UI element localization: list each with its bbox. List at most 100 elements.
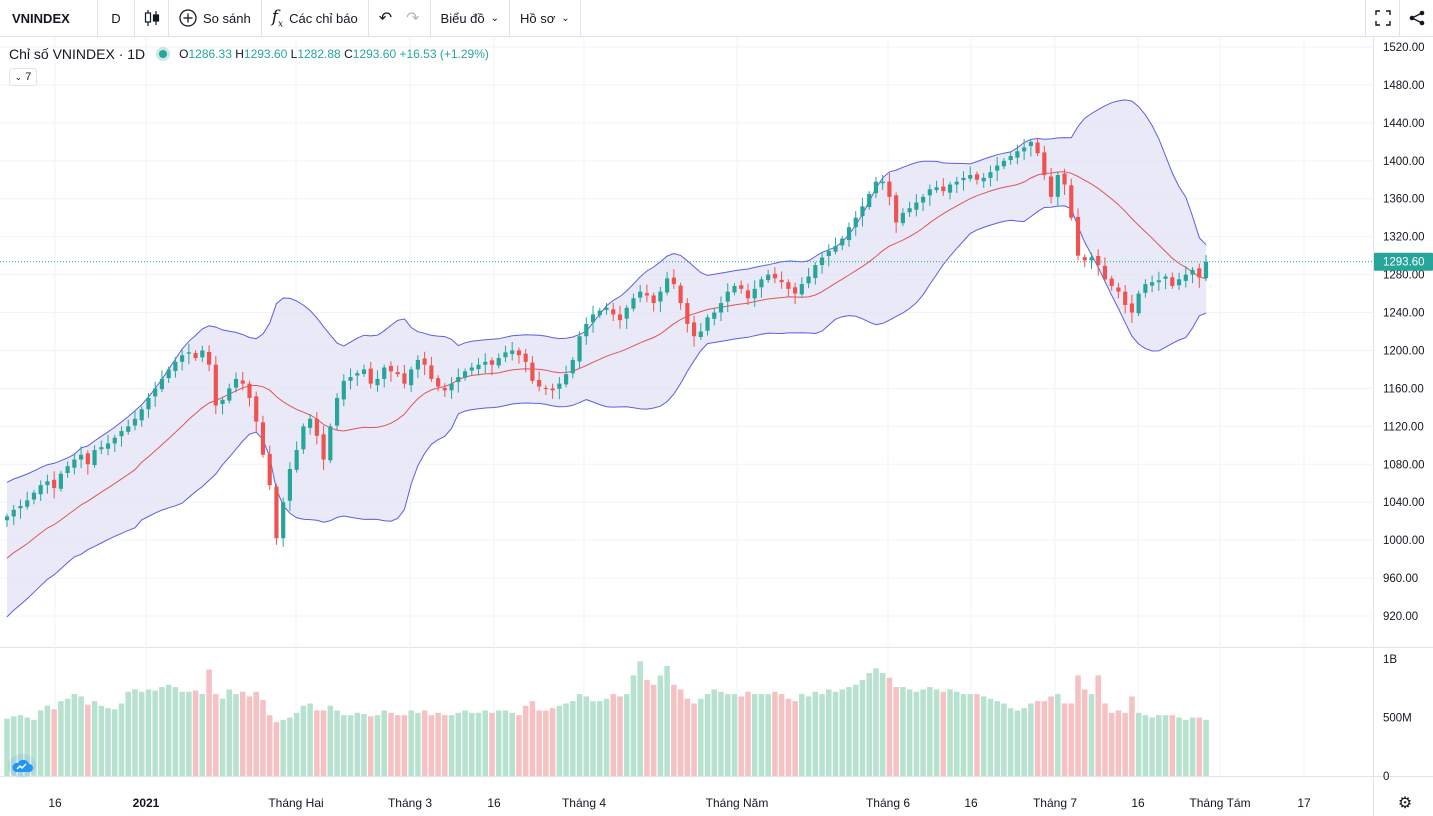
- volume-bar: [233, 694, 239, 776]
- compare-label: So sánh: [203, 10, 251, 26]
- y-tick-label: 1160.00: [1383, 383, 1424, 395]
- candle-body: [1048, 176, 1054, 197]
- candle-body: [4, 516, 10, 521]
- cloud-logo-icon[interactable]: [8, 754, 36, 778]
- candle-body: [92, 450, 97, 466]
- volume-bar: [1034, 701, 1041, 776]
- volume-bar: [1196, 717, 1203, 776]
- volume-bar: [435, 712, 441, 776]
- compare-button[interactable]: So sánh: [169, 0, 262, 37]
- x-tick-label: Tháng Tám: [1189, 796, 1250, 810]
- volume-bar: [778, 694, 785, 776]
- chart-type-button[interactable]: [135, 0, 169, 37]
- candle-body: [941, 186, 946, 192]
- candle-body: [1123, 291, 1128, 305]
- series-title: Chỉ số VNINDEX · 1D: [9, 46, 146, 62]
- candle-body: [725, 291, 730, 302]
- volume-bar: [354, 712, 361, 776]
- candle-body: [126, 426, 131, 432]
- volume-bar: [10, 716, 17, 776]
- volume-bar: [886, 677, 893, 776]
- volume-bar: [974, 694, 980, 776]
- candle-body: [1176, 279, 1182, 286]
- candle-body: [1129, 303, 1134, 313]
- volume-bar: [1028, 703, 1034, 776]
- volume-bar: [307, 703, 313, 776]
- candle-body: [31, 492, 37, 500]
- volume-bar: [751, 694, 758, 776]
- candle-body: [173, 361, 178, 371]
- candle-body: [786, 282, 791, 289]
- candle-body: [361, 369, 367, 374]
- candle-body: [153, 388, 158, 397]
- last-price-badge: [1374, 252, 1433, 271]
- volume-bar: [1149, 717, 1155, 776]
- volume-bar: [138, 691, 145, 776]
- volume-bar: [954, 691, 960, 776]
- profile-menu-button[interactable]: Hồ sơ ⌄: [510, 0, 581, 37]
- volume-bar: [913, 691, 920, 776]
- volume-bar: [502, 710, 509, 776]
- candle-body: [274, 486, 279, 539]
- indicators-collapse-button[interactable]: ⌄ 7: [9, 68, 37, 86]
- volume-bar: [758, 694, 765, 776]
- candle-body: [671, 277, 676, 285]
- x-tick-label: 16: [964, 796, 978, 810]
- y-tick-label: 1120.00: [1383, 421, 1424, 433]
- candle-body: [442, 388, 447, 391]
- volume-tick-label: 500M: [1383, 713, 1412, 725]
- volume-bar: [145, 689, 152, 776]
- chart-menu-button[interactable]: Biểu đồ ⌄: [431, 0, 511, 37]
- share-button[interactable]: [1399, 0, 1433, 37]
- volume-bar: [381, 710, 387, 776]
- volume-bar: [273, 722, 280, 776]
- candle-body: [321, 434, 326, 460]
- redo-icon[interactable]: ↷: [406, 10, 420, 27]
- candle-body: [921, 196, 926, 203]
- volume-bar: [1075, 675, 1081, 776]
- candle-body: [119, 431, 124, 437]
- volume-bar: [960, 694, 967, 776]
- bollinger-band-fill: [7, 99, 1206, 617]
- candle-body: [510, 350, 515, 354]
- volume-bar: [1189, 717, 1196, 776]
- volume-bar: [536, 710, 542, 776]
- candle-body: [348, 377, 353, 381]
- chevron-down-icon: ⌄: [14, 71, 23, 82]
- price-chart[interactable]: 1520.00 1480.00 1440.00 1400.00 1360.00 1320.…: [0, 37, 1433, 816]
- x-tick-label: 16: [1131, 796, 1145, 810]
- volume-bar: [1068, 703, 1075, 776]
- volume-bar: [213, 694, 219, 776]
- volume-bar: [58, 701, 64, 776]
- volume-bar: [239, 691, 246, 776]
- x-tick-label: 16: [487, 796, 501, 810]
- volume-bar: [866, 673, 872, 776]
- candle-body: [1102, 265, 1108, 280]
- volume-bar: [226, 689, 233, 776]
- candle-body: [240, 380, 245, 384]
- symbol-search-button[interactable]: VNINDEX: [0, 0, 98, 37]
- indicators-button[interactable]: fx Các chỉ báo: [262, 0, 369, 37]
- volume-bar: [469, 712, 475, 776]
- volume-bar: [994, 701, 1000, 776]
- candle-body: [678, 285, 683, 304]
- candle-body: [206, 351, 212, 365]
- volume-bar: [1088, 694, 1095, 776]
- candle-body: [981, 177, 986, 182]
- candle-body: [1170, 277, 1175, 286]
- volume-bar: [570, 701, 576, 776]
- volume-bar: [71, 694, 78, 776]
- candle-body: [584, 323, 589, 337]
- volume-bar: [799, 694, 805, 776]
- interval-button[interactable]: D: [98, 0, 135, 37]
- fullscreen-button[interactable]: [1365, 0, 1399, 37]
- candle-body: [658, 291, 663, 302]
- undo-icon[interactable]: ↶: [378, 10, 393, 27]
- volume-bar: [603, 698, 610, 776]
- y-tick-label: 1320.00: [1383, 232, 1425, 244]
- settings-gear-icon[interactable]: ⚙: [1398, 795, 1412, 812]
- candle-body: [1082, 257, 1087, 261]
- candle-body: [880, 181, 885, 184]
- y-tick-label: 1280.00: [1383, 270, 1425, 282]
- candle-body: [132, 418, 138, 426]
